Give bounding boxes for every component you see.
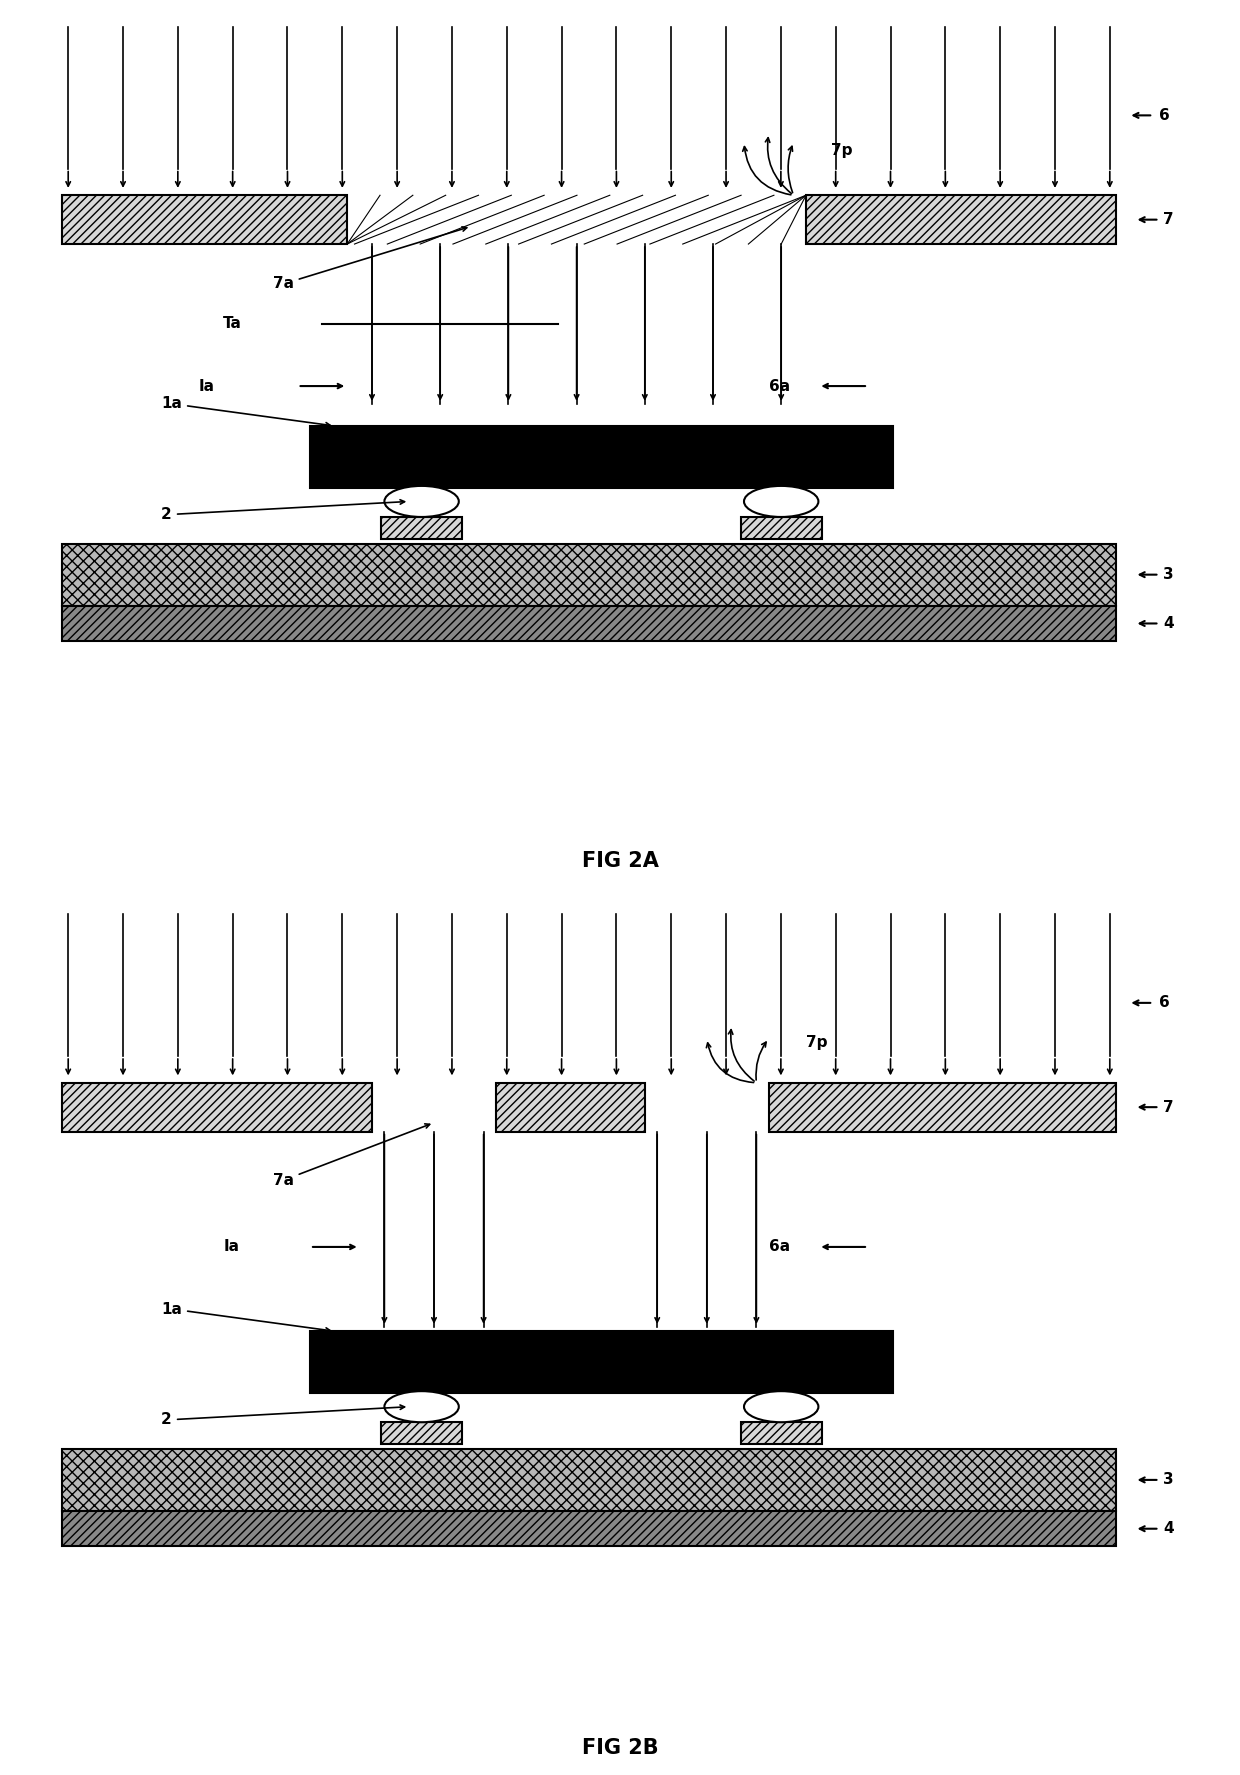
Text: 3: 3 (1163, 568, 1174, 582)
Text: 1a: 1a (161, 1301, 330, 1333)
Ellipse shape (384, 486, 459, 517)
Text: 3: 3 (1163, 1473, 1174, 1487)
Text: 4: 4 (1163, 616, 1174, 630)
Bar (382, 517, 463, 540)
Bar (769, 1083, 1116, 1132)
Text: 6: 6 (1159, 996, 1171, 1010)
Bar (496, 1083, 645, 1132)
Text: Ia: Ia (223, 1239, 239, 1255)
Bar (62, 605, 1116, 641)
Text: Ia: Ia (198, 378, 215, 394)
Text: FIG 2B: FIG 2B (582, 1738, 658, 1759)
Text: 7: 7 (1163, 213, 1174, 227)
Text: 6a: 6a (769, 378, 790, 394)
Bar (62, 1511, 1116, 1546)
Ellipse shape (744, 1392, 818, 1422)
Text: 7a: 7a (273, 227, 466, 291)
Bar (62, 195, 347, 243)
Text: 7p: 7p (831, 144, 852, 158)
Bar (62, 1083, 372, 1132)
Text: 7a: 7a (273, 1124, 430, 1187)
Ellipse shape (384, 1392, 459, 1422)
Bar (310, 426, 893, 488)
Text: FIG 2A: FIG 2A (582, 850, 658, 872)
Ellipse shape (744, 486, 818, 517)
Text: 6a: 6a (769, 1239, 790, 1255)
Bar (62, 1448, 1116, 1511)
Text: 1a: 1a (161, 396, 330, 428)
Text: 6: 6 (1159, 108, 1171, 122)
Text: 2: 2 (161, 1406, 404, 1427)
Bar (310, 1331, 893, 1393)
Bar (742, 517, 822, 540)
Text: 7: 7 (1163, 1100, 1174, 1115)
Bar (382, 1422, 463, 1445)
Text: 4: 4 (1163, 1521, 1174, 1535)
Text: 2: 2 (161, 501, 404, 522)
Bar (742, 1422, 822, 1445)
Text: Ta: Ta (223, 316, 242, 332)
Bar (806, 195, 1116, 243)
Text: 7p: 7p (806, 1035, 827, 1051)
Bar (62, 543, 1116, 605)
